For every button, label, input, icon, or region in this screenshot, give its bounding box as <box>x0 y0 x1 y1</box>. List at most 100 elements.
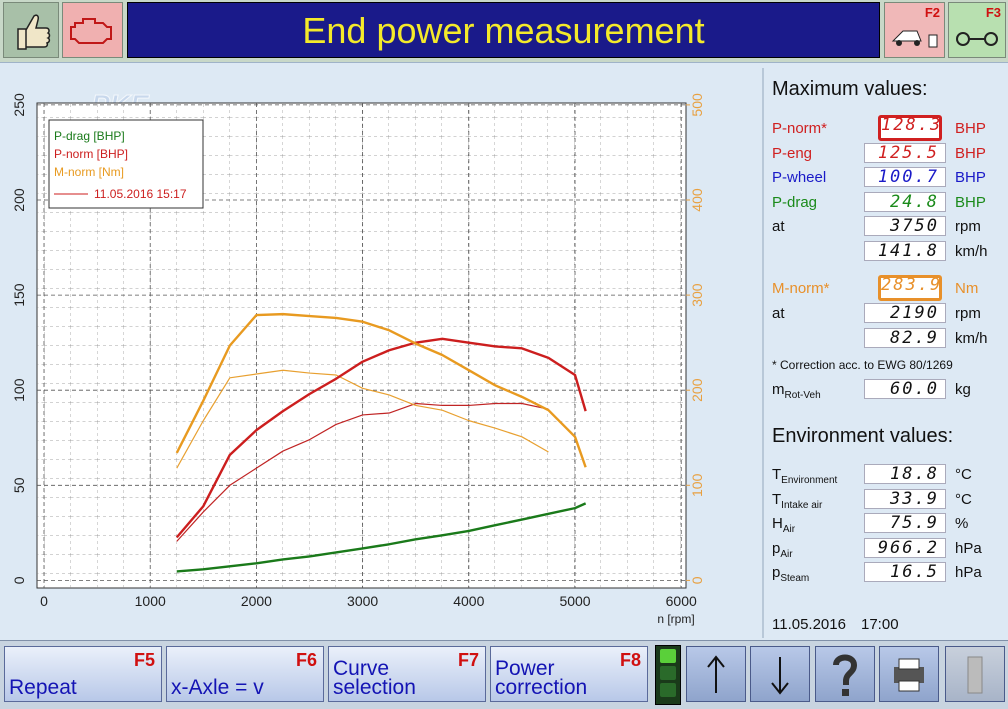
comparison-line <box>176 402 549 542</box>
f3-button[interactable]: F3 <box>948 2 1006 58</box>
f2-button[interactable]: F2 <box>884 2 945 58</box>
engine-icon <box>70 18 112 44</box>
value-unit: BHP <box>955 169 986 187</box>
down-button[interactable] <box>750 646 810 702</box>
value-box: 141.8 <box>864 241 946 261</box>
value-label: TIntake air <box>772 490 823 511</box>
value-unit: BHP <box>955 144 986 162</box>
button-text: Curve selection <box>333 657 416 699</box>
value-unit: kg <box>955 381 971 398</box>
value-unit: rpm <box>955 305 981 322</box>
value-unit: hPa <box>955 539 982 557</box>
value-row: P-norm* 128.3 BHP <box>764 115 1008 141</box>
value-unit: rpm <box>955 218 981 236</box>
ok-button[interactable] <box>3 2 59 58</box>
chart: PKE 010002000300040005000600005010015020… <box>11 89 705 627</box>
thumb-icon <box>17 14 51 50</box>
exit-button[interactable] <box>945 646 1005 702</box>
x-tick-label: 2000 <box>241 593 272 609</box>
value-label: mRot-Veh <box>772 381 821 401</box>
bottom-bar: F5 Repeat F6 x-Axle = v F7 Curve selection F8 Po… <box>0 640 1008 709</box>
value-label: P-norm* <box>772 120 828 137</box>
label-subscript: Steam <box>780 573 810 584</box>
value-row: at 3750 rpm <box>764 215 1008 237</box>
x-tick-label: 1000 <box>135 593 166 609</box>
value-row: 82.9 km/h <box>764 327 1008 349</box>
value-row: 141.8 km/h <box>764 240 1008 262</box>
y2-tick-label: 100 <box>689 473 705 497</box>
legend-entry: P-drag [BHP] <box>54 129 125 143</box>
button-line: Power <box>495 657 555 680</box>
button-line: selection <box>333 676 416 699</box>
value-label: at <box>772 218 785 236</box>
value-label: HAir <box>772 515 796 535</box>
legend-entry: 11.05.2016 15:17 <box>94 187 187 201</box>
y2-tick-label: 0 <box>689 576 705 584</box>
up-arrow <box>707 655 725 693</box>
label-subscript: Air <box>782 524 796 535</box>
value-unit: BHP <box>955 120 986 137</box>
y2-tick-label: 300 <box>689 283 705 307</box>
y2-tick-label: 400 <box>689 188 705 212</box>
top-bar: End power measurement F2 F3 <box>0 0 1008 62</box>
y-tick-label: 50 <box>11 477 27 493</box>
button-line: Repeat <box>9 676 77 699</box>
value-row: M-norm* 283.9 Nm <box>764 275 1008 301</box>
function-button[interactable]: F6 x-Axle = v <box>166 646 324 702</box>
button-line: Curve <box>333 657 390 680</box>
value-row: pAir 966.2 hPa <box>764 537 1008 560</box>
button-key: F5 <box>133 650 155 670</box>
y2-tick-label: 200 <box>689 378 705 402</box>
value-label: P-drag <box>772 193 818 211</box>
value-row: mRot-Veh 60.0 kg <box>764 378 1008 401</box>
f3-key: F3 <box>985 5 1001 20</box>
function-button[interactable]: F7 Curve selection <box>328 646 486 702</box>
value-label: pSteam <box>772 564 810 584</box>
y-tick-label: 250 <box>11 93 27 117</box>
y-tick-label: 100 <box>11 378 27 402</box>
value-box: 125.5 <box>864 142 946 163</box>
f2-key: F2 <box>924 5 940 20</box>
y-tick-label: 200 <box>11 188 27 212</box>
value-row: P-eng 125.5 BHP <box>764 142 1008 164</box>
value-box: 100.7 <box>864 167 946 188</box>
values-panel: Maximum values: P-norm* 128.3 BHP P-eng 125.5… <box>762 68 1008 638</box>
value-row: TEnvironment 18.8 °C <box>764 463 1008 486</box>
x-tick-label: 6000 <box>666 593 697 609</box>
button-key: F7 <box>457 650 479 670</box>
up-button[interactable] <box>686 646 746 702</box>
value-row: P-wheel 100.7 BHP <box>764 166 1008 188</box>
label-subscript: Environment <box>781 475 838 486</box>
section-title: Environment values: <box>772 425 954 447</box>
x-tick-label: 0 <box>40 593 48 609</box>
help-button[interactable] <box>815 646 875 702</box>
value-label: P-eng <box>772 144 813 162</box>
x-tick-label: 4000 <box>453 593 484 609</box>
y-tick-label: 0 <box>11 576 27 584</box>
page-title: End power measurement <box>127 2 880 58</box>
value-unit: % <box>955 515 969 532</box>
label-subscript: Intake air <box>781 499 823 511</box>
function-button[interactable]: F8 Power correction <box>490 646 648 702</box>
value-box: 60.0 <box>864 379 946 399</box>
value-box: 3750 <box>864 216 946 237</box>
value-box: 75.9 <box>864 513 946 533</box>
button-text: Power correction <box>495 657 588 699</box>
y-tick-label: 150 <box>11 283 27 307</box>
button-text: Repeat <box>9 676 77 699</box>
engine-button[interactable] <box>62 2 123 58</box>
status-light <box>655 645 681 705</box>
label-subscript: Air <box>780 548 793 560</box>
value-box: 128.3 <box>878 115 942 141</box>
value-label: TEnvironment <box>772 466 838 486</box>
series-line <box>175 312 587 468</box>
date: 11.05.2016 <box>772 616 846 633</box>
value-row: pSteam 16.5 hPa <box>764 561 1008 584</box>
value-label: pAir <box>772 539 793 560</box>
x-axis-label: n [rpm] <box>657 612 694 626</box>
series-line <box>176 502 587 573</box>
function-button[interactable]: F5 Repeat <box>4 646 162 702</box>
print-button[interactable] <box>879 646 939 702</box>
button-line: correction <box>495 676 588 699</box>
